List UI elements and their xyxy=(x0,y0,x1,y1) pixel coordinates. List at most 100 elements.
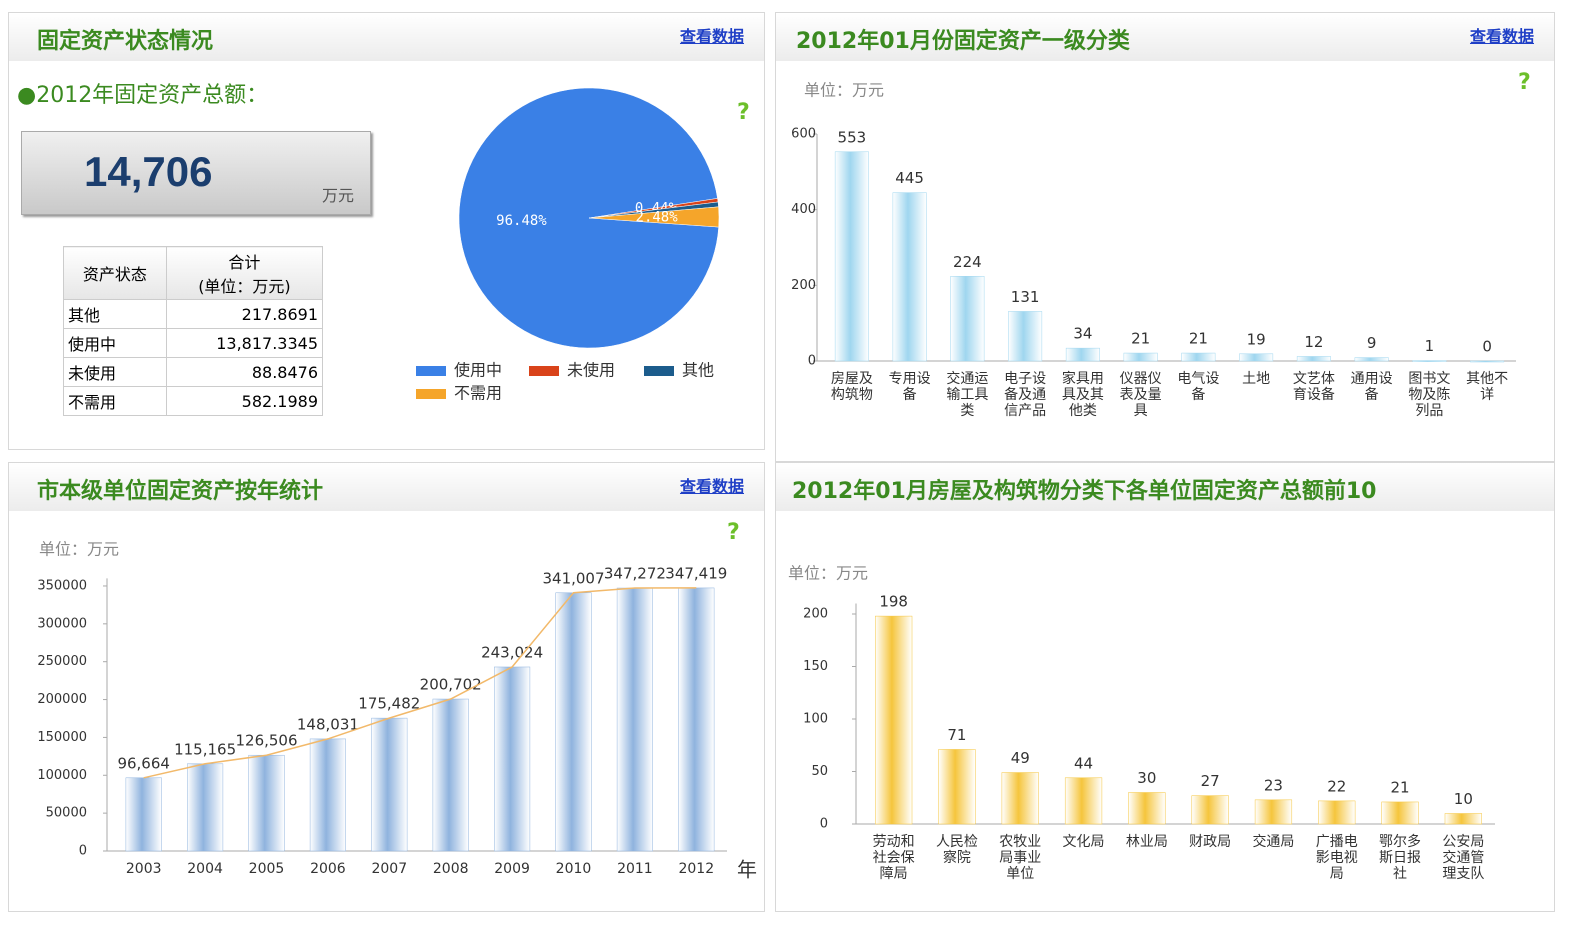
view-data-link[interactable]: 查看数据 xyxy=(679,27,744,46)
data-label: 9 xyxy=(1367,334,1377,352)
trend-line xyxy=(143,587,697,779)
y-tick-label: 150 xyxy=(803,659,828,674)
x-tick-label: 2006 xyxy=(310,861,346,877)
bar xyxy=(1254,799,1293,825)
x-tick-label: 交通局 xyxy=(1252,833,1294,850)
table-row: 使用中 13,817.3345 xyxy=(63,328,324,358)
bar xyxy=(616,587,653,852)
data-label: 131 xyxy=(1011,288,1040,306)
data-label: 27 xyxy=(1201,772,1220,790)
x-tick-label: 图书文物及陈列品 xyxy=(1408,371,1450,419)
bar-chart: ? 单位：万元 0 50000 100000 150000 200000 250000 3000… xyxy=(37,520,757,882)
pie-label: 2.48% xyxy=(636,209,679,225)
total-caption: ●2012年固定资产总额： xyxy=(17,83,269,108)
bar xyxy=(1239,353,1274,362)
x-tick-label: 2011 xyxy=(617,861,653,877)
x-tick-label: 人民检察院 xyxy=(936,834,978,866)
data-label: 19 xyxy=(1247,330,1266,348)
x-tick-label: 2003 xyxy=(126,861,162,877)
bar xyxy=(187,763,224,852)
bar xyxy=(1318,800,1356,825)
bar xyxy=(1065,347,1100,362)
legend-label: 未使用 xyxy=(567,361,615,380)
legend-swatch xyxy=(416,366,446,376)
bar xyxy=(1191,795,1229,825)
data-label: 553 xyxy=(838,128,867,146)
x-tick-label: 文艺体育设备 xyxy=(1293,371,1335,403)
panel: 固定资产状态情况 查看数据 ●2012年固定资产总额： 14,706 万元 资产… xyxy=(8,12,765,450)
bar xyxy=(678,587,715,852)
x-tick-label: 电子设备及通信产品 xyxy=(1004,371,1046,419)
y-tick-label: 0 xyxy=(820,817,828,832)
y-tick-label: 600 xyxy=(791,127,816,142)
data-label: 200,702 xyxy=(420,676,482,694)
panel-header xyxy=(776,13,1554,61)
unit-label: 单位：万元 xyxy=(39,540,119,559)
x-tick-label: 专用设备 xyxy=(889,371,931,403)
header-line: 合计 xyxy=(228,253,261,272)
panel-title: 2012年01月房屋及构筑物分类下各单位固定资产总额前10 xyxy=(792,479,1377,504)
table-row: 不需用 582.1989 xyxy=(63,386,324,416)
y-tick-label: 200 xyxy=(791,278,816,293)
table-cell: 其他 xyxy=(63,299,167,329)
bar xyxy=(248,754,285,852)
bar xyxy=(371,717,408,852)
pie-slice xyxy=(588,201,719,219)
bar xyxy=(950,276,985,362)
bar xyxy=(1128,792,1166,825)
bar xyxy=(1123,352,1158,362)
bar xyxy=(1296,356,1331,362)
view-data-link[interactable]: 查看数据 xyxy=(1469,27,1534,46)
y-tick-label: 300000 xyxy=(37,616,87,631)
legend-swatch xyxy=(416,389,446,399)
table-cell: 未使用 xyxy=(63,357,167,387)
bar-chart: 单位：万元 0 50 100 150 200 198 劳动和社会保障局 71 人民检察院 49 农牧业… xyxy=(788,564,1495,882)
bar xyxy=(1181,352,1216,362)
data-label: 34 xyxy=(1073,325,1092,343)
panel-header xyxy=(776,463,1554,511)
data-label: 445 xyxy=(895,169,924,187)
total-box: 14,706 万元 xyxy=(21,131,371,215)
table-cell: 13,817.3345 xyxy=(165,328,324,358)
pie-slice xyxy=(588,206,720,228)
panel-header xyxy=(9,463,764,511)
data-label: 30 xyxy=(1137,769,1156,787)
x-axis-label: 年 xyxy=(737,858,757,882)
table-header: 合计 (单位：万元) xyxy=(165,246,324,300)
table-cell: 217.8691 xyxy=(165,299,324,329)
legend-label: 其他 xyxy=(682,361,714,380)
table-header: 资产状态 xyxy=(63,246,167,300)
data-label: 198 xyxy=(879,593,908,611)
y-tick-label: 50000 xyxy=(46,806,87,821)
data-label: 1 xyxy=(1425,337,1435,355)
data-label: 347,272 xyxy=(604,565,666,583)
y-tick-label: 50 xyxy=(811,764,828,779)
y-tick-label: 250000 xyxy=(37,654,87,669)
panel-title: 市本级单位固定资产按年统计 xyxy=(37,479,324,504)
bar xyxy=(1470,360,1505,363)
view-data-link[interactable]: 查看数据 xyxy=(679,477,744,496)
bar xyxy=(309,738,346,852)
x-tick-label: 土地 xyxy=(1242,371,1270,387)
total-value: 14,706 xyxy=(84,148,213,195)
x-tick-label: 财政局 xyxy=(1189,834,1231,850)
pie-label: 96.48% xyxy=(496,213,547,229)
data-label: 21 xyxy=(1391,778,1410,796)
total-unit: 万元 xyxy=(321,186,354,205)
x-tick-label: 2009 xyxy=(494,861,530,877)
x-tick-label: 电气设备 xyxy=(1177,371,1219,403)
bar xyxy=(1008,311,1043,362)
panel-title: 固定资产状态情况 xyxy=(37,29,214,54)
data-label: 224 xyxy=(953,253,982,271)
y-tick-label: 350000 xyxy=(37,578,87,593)
data-label: 10 xyxy=(1454,790,1473,808)
data-label: 21 xyxy=(1131,330,1150,348)
data-label: 126,506 xyxy=(235,732,297,750)
bar xyxy=(555,592,592,852)
data-label: 341,007 xyxy=(542,569,604,587)
panel: 2012年01月房屋及构筑物分类下各单位固定资产总额前10 单位：万元 0 50 10… xyxy=(775,462,1555,912)
data-label: 21 xyxy=(1189,330,1208,348)
table-cell: 使用中 xyxy=(63,328,167,358)
help-icon: ? xyxy=(737,100,750,125)
x-tick-label: 2004 xyxy=(187,861,223,877)
